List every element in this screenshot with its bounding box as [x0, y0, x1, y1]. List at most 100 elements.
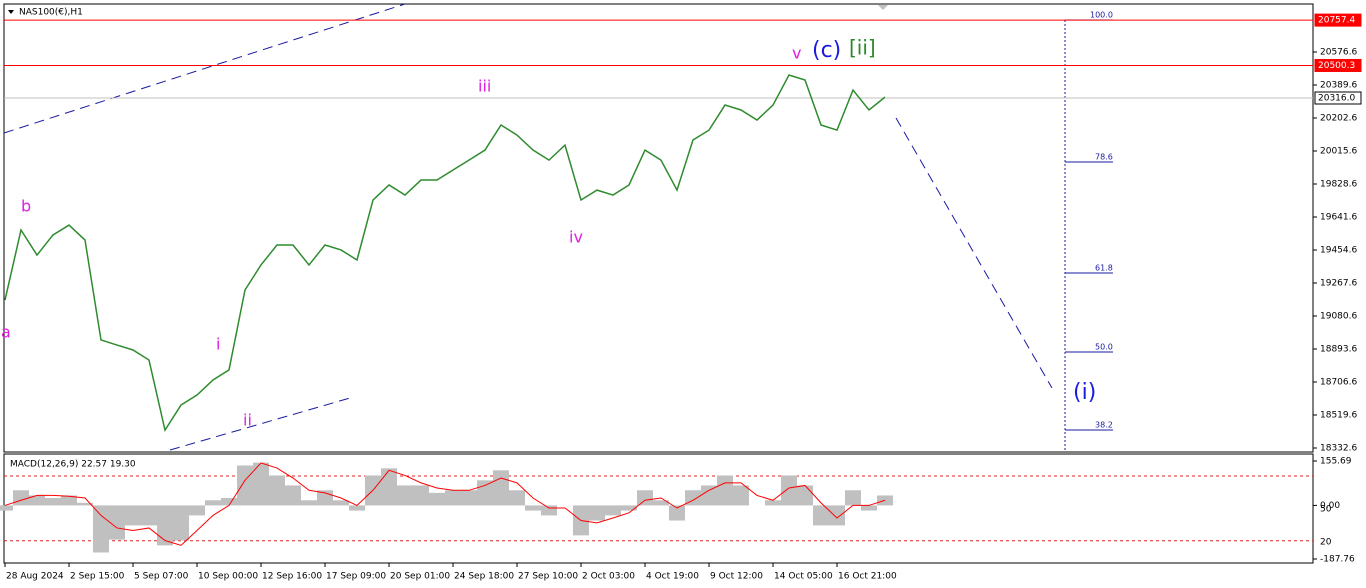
macd-bar — [701, 485, 717, 506]
macd-bar — [733, 485, 749, 506]
x-tick-label: 12 Sep 16:00 — [262, 572, 322, 582]
price-level-box — [1314, 91, 1362, 105]
x-tick-label: 24 Sep 18:00 — [454, 572, 514, 582]
fib-label: 61.8 — [1095, 264, 1113, 273]
x-tick-label: 14 Oct 05:00 — [774, 572, 833, 582]
macd-bar — [93, 505, 109, 553]
fib-label: 50.0 — [1095, 343, 1113, 352]
macd-bar — [269, 475, 285, 506]
signal-line — [4, 462, 886, 546]
y-tick-label: 155.69 — [1320, 456, 1352, 466]
macd-bar — [861, 505, 877, 511]
price-level-label: 20500.3 — [1318, 61, 1355, 71]
x-tick-label: 10 Sep 00:00 — [198, 572, 258, 582]
wave-label: v — [792, 44, 801, 63]
y-tick-label: 20202.6 — [1320, 114, 1357, 124]
y-tick-label: 20015.6 — [1320, 147, 1357, 157]
fib-label: 38.2 — [1095, 421, 1113, 430]
macd-bar — [237, 465, 253, 506]
macd-bar — [669, 505, 685, 521]
fib-label: 100.0 — [1090, 11, 1113, 20]
trend-line — [169, 397, 351, 451]
x-tick-label: 4 Oct 19:00 — [646, 572, 699, 582]
macd-bar — [397, 485, 413, 506]
macd-bar — [0, 505, 13, 511]
wave-label: iv — [569, 228, 583, 247]
price-level-box — [1314, 13, 1362, 27]
wave-label: (c) — [812, 38, 841, 63]
macd-bar — [221, 498, 237, 506]
macd-bar — [621, 505, 637, 511]
macd-bar — [765, 500, 781, 506]
scroll-marker — [878, 5, 888, 10]
y-tick-label: 18893.6 — [1320, 345, 1357, 355]
y-tick-label: 19454.6 — [1320, 246, 1357, 256]
macd-bar — [797, 485, 813, 506]
level-label: 20 — [1320, 538, 1332, 548]
macd-bar — [205, 500, 221, 506]
macd-bar — [509, 490, 525, 506]
x-tick-label: 5 Sep 07:00 — [134, 572, 189, 582]
x-tick-label: 20 Sep 01:00 — [390, 572, 450, 582]
trend-line — [3, 3, 406, 134]
macd-bar — [493, 470, 509, 506]
macd-bar — [589, 505, 605, 521]
macd-bar — [717, 475, 733, 506]
y-tick-label: 18706.6 — [1320, 378, 1357, 388]
fib-label: 78.6 — [1095, 153, 1113, 162]
x-tick-label: 27 Sep 10:00 — [518, 572, 578, 582]
macd-bar — [29, 495, 45, 506]
macd-bar — [45, 498, 61, 506]
wave-label: (i) — [1073, 380, 1096, 405]
y-tick-label: 19641.6 — [1320, 213, 1357, 223]
macd-bar — [61, 495, 77, 506]
y-tick-label: 19080.6 — [1320, 312, 1357, 322]
macd-bar — [13, 490, 29, 506]
macd-bar — [813, 505, 829, 526]
y-tick-label: 18519.6 — [1320, 411, 1357, 421]
y-tick-label: 20389.6 — [1320, 81, 1357, 91]
macd-bar — [173, 505, 189, 541]
macd-bar — [429, 492, 445, 506]
macd-bar — [445, 490, 461, 506]
macd-bar — [189, 505, 205, 516]
wave-label: i — [216, 335, 220, 354]
menu-icon[interactable] — [8, 10, 14, 14]
x-tick-label: 2 Sep 15:00 — [70, 572, 125, 582]
macd-bar — [349, 505, 365, 511]
macd-bar — [477, 480, 493, 506]
symbol-title: NAS100(€),H1 — [19, 8, 83, 18]
x-tick-label: 9 Oct 12:00 — [710, 572, 763, 582]
wave-label: iii — [478, 77, 491, 96]
x-tick-label: 17 Sep 09:00 — [326, 572, 386, 582]
y-tick-label: 0.00 — [1320, 501, 1340, 511]
wave-label: b — [21, 197, 31, 216]
macd-bar — [157, 505, 173, 546]
macd-bar — [109, 505, 125, 540]
y-tick-label: -187.76 — [1320, 554, 1355, 564]
macd-bar — [413, 485, 429, 506]
macd-bar — [525, 505, 541, 511]
price-level-label: 20757.4 — [1318, 16, 1355, 26]
x-tick-label: 28 Aug 2024 — [6, 572, 64, 582]
macd-bar — [381, 468, 397, 506]
y-tick-label: 19267.6 — [1320, 279, 1357, 289]
macd-bar — [333, 500, 349, 506]
macd-bar — [141, 505, 157, 526]
main-frame — [3, 3, 1314, 453]
macd-title: MACD(12,26,9) 22.57 19.30 — [10, 460, 136, 470]
y-tick-label: 19828.6 — [1320, 180, 1357, 190]
macd-bar — [541, 505, 557, 516]
projection-line — [895, 117, 1053, 389]
macd-bar — [285, 485, 301, 506]
macd-bar — [637, 490, 653, 506]
level-label: 50 — [1320, 505, 1332, 515]
macd-bar — [781, 475, 797, 506]
macd-bar — [685, 490, 701, 506]
x-tick-label: 2 Oct 03:00 — [582, 572, 635, 582]
macd-bar — [461, 490, 477, 506]
macd-bar — [653, 500, 669, 506]
price-level-box — [1314, 58, 1362, 72]
price-level-label: 20316.0 — [1318, 93, 1355, 103]
